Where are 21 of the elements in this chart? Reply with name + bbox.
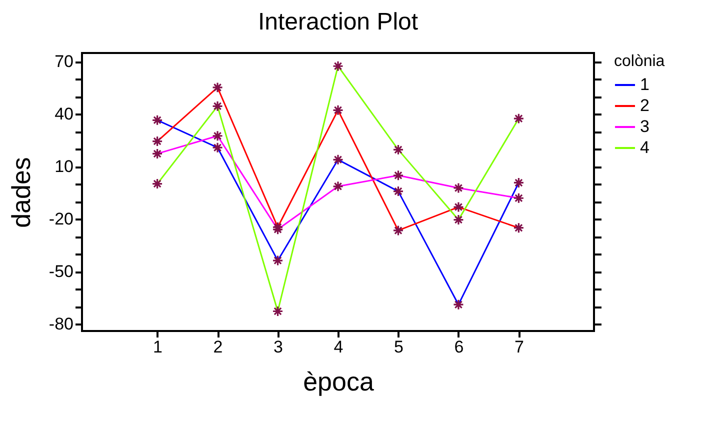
x-tick-label: 2 xyxy=(213,338,223,356)
legend-title: colònia xyxy=(614,53,665,70)
chart-title: Interaction Plot xyxy=(258,8,418,36)
legend-label: 2 xyxy=(640,96,650,115)
y-tick-label: -80 xyxy=(48,314,74,334)
x-tick-label: 1 xyxy=(153,338,163,356)
y-tick-label: 70 xyxy=(54,52,74,72)
x-tick-label: 7 xyxy=(514,338,524,356)
x-tick-label: 4 xyxy=(334,338,344,356)
legend-label: 3 xyxy=(640,117,650,136)
x-tick-label: 6 xyxy=(454,338,464,356)
y-tick-label: -20 xyxy=(48,210,74,229)
x-tick-label: 5 xyxy=(394,338,404,356)
y-tick-label: 10 xyxy=(54,157,74,176)
y-tick-label: 40 xyxy=(54,104,74,124)
x-axis-title: època xyxy=(303,366,374,396)
y-tick-label: -50 xyxy=(48,262,74,282)
y-axis-title: dades xyxy=(6,157,36,228)
legend-label: 1 xyxy=(640,75,650,94)
legend-label: 4 xyxy=(640,138,650,157)
x-tick-label: 3 xyxy=(274,338,283,356)
